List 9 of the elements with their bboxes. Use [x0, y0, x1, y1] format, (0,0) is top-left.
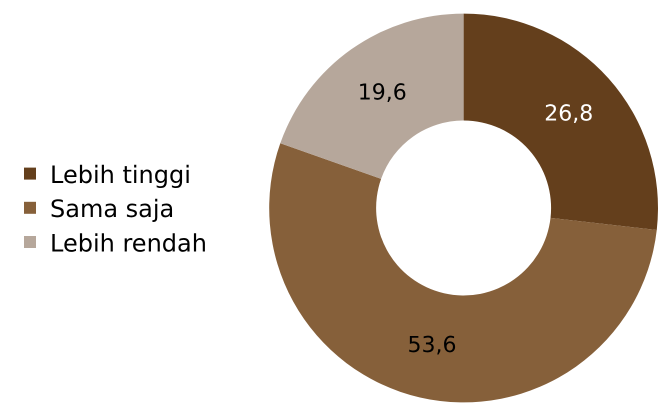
donut-slice [269, 143, 657, 402]
data-label: 53,6 [408, 332, 456, 358]
donut-slice [464, 14, 658, 230]
legend-label: Lebih rendah [50, 229, 207, 258]
legend-label: Lebih tinggi [50, 160, 191, 189]
data-label: 26,8 [544, 102, 594, 127]
data-label: 19,6 [358, 80, 407, 106]
legend-label: Sama saja [50, 195, 174, 224]
donut-slice [280, 14, 464, 179]
